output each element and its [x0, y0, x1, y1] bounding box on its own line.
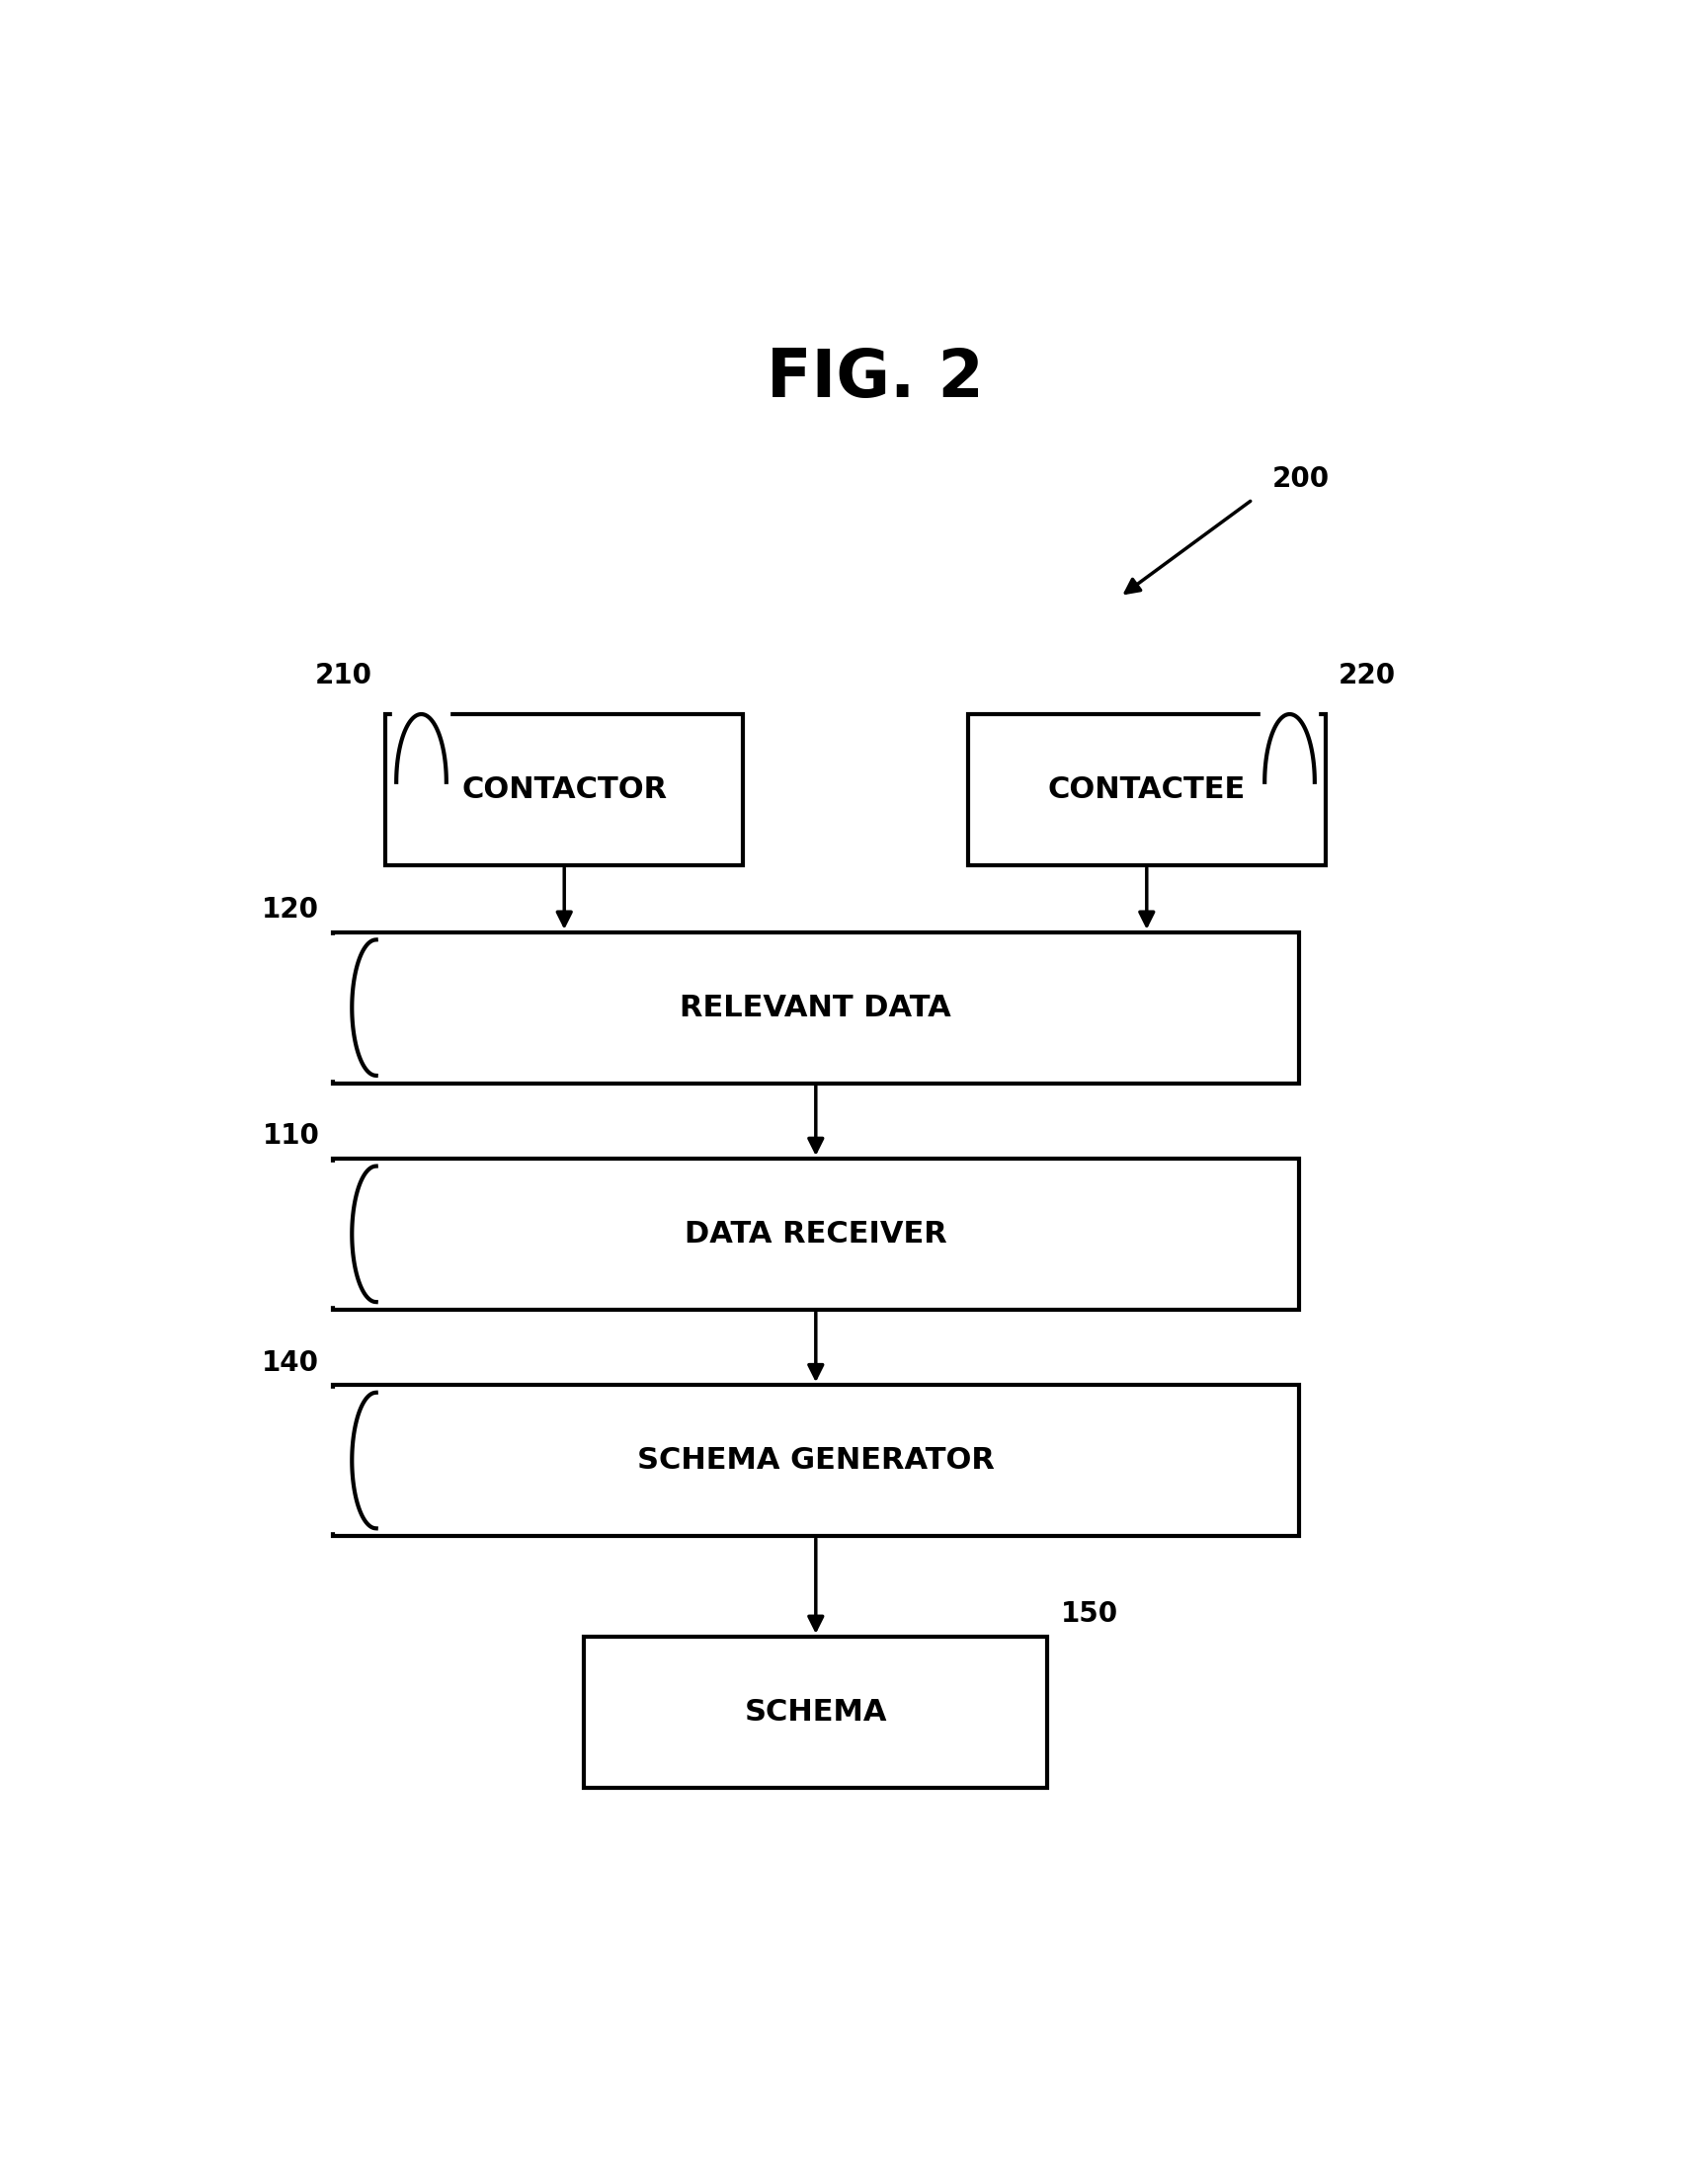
Text: 220: 220	[1339, 662, 1395, 688]
Text: 200: 200	[1272, 466, 1331, 492]
Bar	[584, 1636, 1047, 1788]
Text: 110: 110	[263, 1122, 319, 1150]
Text: 120: 120	[261, 895, 319, 923]
Bar	[386, 714, 743, 865]
Text: 210: 210	[314, 662, 372, 688]
Bar	[968, 714, 1325, 865]
Bar	[333, 1159, 1298, 1309]
Bar	[333, 932, 1298, 1082]
Text: 150: 150	[1061, 1601, 1119, 1629]
Text: FIG. 2: FIG. 2	[767, 346, 984, 412]
Bar	[333, 1385, 1298, 1535]
Text: SCHEMA GENERATOR: SCHEMA GENERATOR	[637, 1446, 994, 1475]
Text: RELEVANT DATA: RELEVANT DATA	[680, 993, 951, 1021]
Text: CONTACTOR: CONTACTOR	[461, 775, 668, 804]
Text: SCHEMA: SCHEMA	[745, 1697, 886, 1727]
Text: 140: 140	[261, 1348, 319, 1376]
Text: DATA RECEIVER: DATA RECEIVER	[685, 1220, 946, 1248]
Text: CONTACTEE: CONTACTEE	[1047, 775, 1245, 804]
